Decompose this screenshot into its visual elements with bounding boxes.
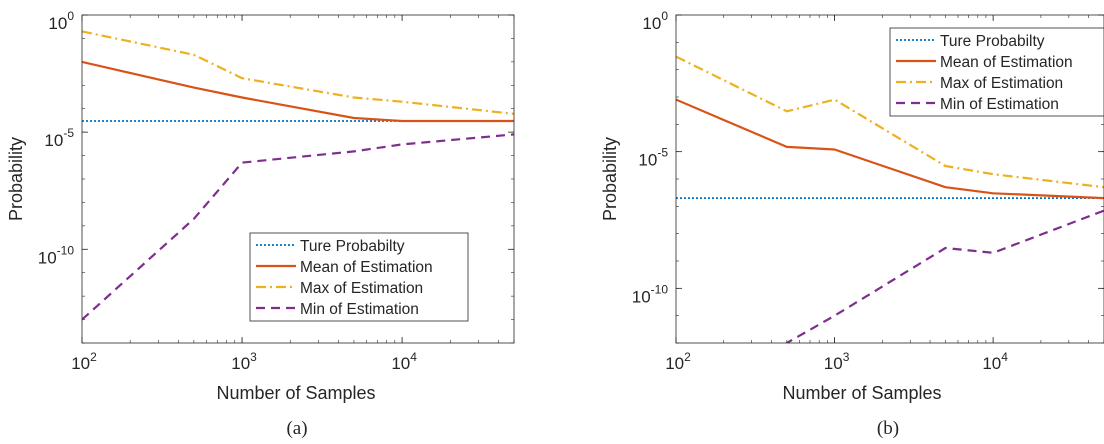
- series-line: [82, 133, 514, 321]
- legend-box: [889, 27, 1104, 117]
- x-tick-label: 102: [71, 350, 97, 373]
- legend-box: [249, 232, 469, 322]
- x-tick-label: 103: [824, 350, 850, 373]
- legend-label: Max of Estimation: [940, 75, 1063, 92]
- legend-label: Ture Probabilty: [300, 238, 405, 255]
- y-tick-label: 10-10: [632, 282, 669, 306]
- y-tick-label: 100: [642, 9, 668, 33]
- series-line: [676, 98, 1104, 200]
- series-group: [82, 30, 514, 321]
- legend-label: Min of Estimation: [300, 301, 419, 318]
- x-tick-label: 103: [231, 350, 257, 373]
- x-axis-label: Number of Samples: [782, 383, 941, 403]
- y-tick-label: 100: [48, 9, 74, 33]
- series-group: [676, 55, 1104, 343]
- plot-frame: [675, 14, 1104, 344]
- plot-frame: [81, 14, 515, 344]
- chart-panel-a: 102 103 104 100 10-5 10-10 Number of Samples Pr…: [6, 9, 515, 403]
- y-tick-label: 10-5: [44, 126, 74, 150]
- y-tick-label: 10-5: [638, 146, 668, 170]
- y-tick-label: 10-10: [38, 243, 75, 267]
- series-line: [676, 55, 1104, 189]
- y-axis-label: Probability: [600, 137, 620, 221]
- x-axis-label: Number of Samples: [216, 383, 375, 403]
- legend-label: Max of Estimation: [300, 280, 423, 297]
- legend-label: Min of Estimation: [940, 96, 1059, 113]
- x-tick-label: 102: [665, 350, 691, 373]
- y-axis-label: Probability: [6, 137, 26, 221]
- series-line: [82, 60, 514, 123]
- x-tick-label: 104: [391, 350, 417, 373]
- chart-panel-b: 102 103 104 100 10-5 10-10 Number of Samples Pr…: [600, 9, 1104, 403]
- x-tick-label: 104: [982, 350, 1008, 373]
- caption-a: (a): [286, 418, 307, 439]
- series-line: [784, 209, 1104, 343]
- legend-label: Mean of Estimation: [940, 54, 1073, 71]
- series-line: [82, 30, 514, 115]
- caption-b: (b): [877, 418, 899, 439]
- legend-label: Ture Probabilty: [940, 33, 1045, 50]
- legend-label: Mean of Estimation: [300, 259, 433, 276]
